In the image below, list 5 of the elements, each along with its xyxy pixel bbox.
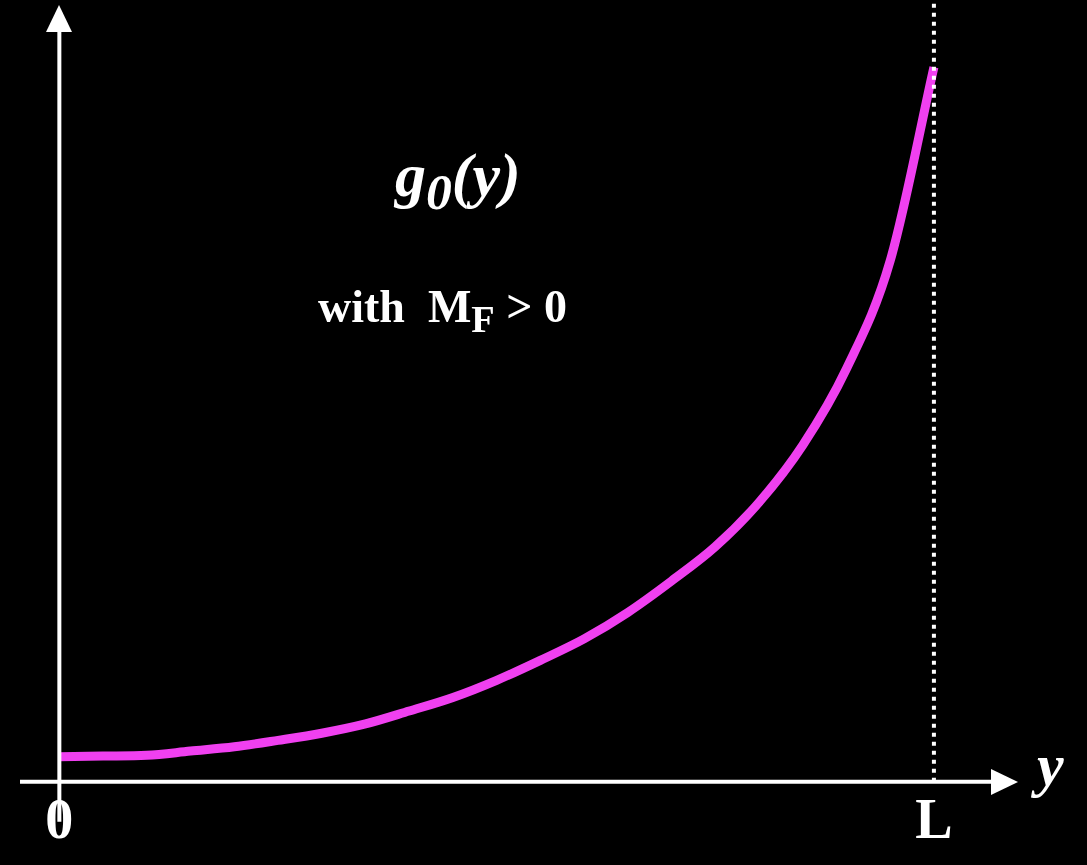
x-axis-title: y: [1031, 732, 1064, 799]
x-tick-label: L: [915, 787, 953, 850]
annotation: with M$_{F}$ > 0: [318, 280, 567, 342]
annotation: g$_{0}$(y): [395, 140, 521, 222]
x-tick-label: 0: [45, 787, 74, 850]
